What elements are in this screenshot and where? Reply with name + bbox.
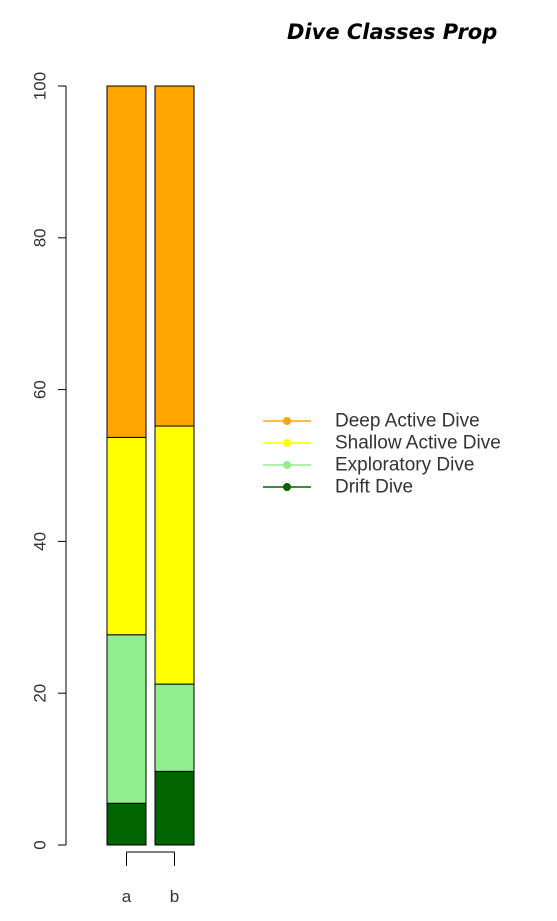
legend-item-drift-dive: Drift Dive xyxy=(263,477,413,498)
legend-marker xyxy=(283,439,291,447)
bar-b-drift-dive xyxy=(154,770,195,846)
bar-b-deep-active-dive xyxy=(154,85,195,427)
legend-label: Drift Dive xyxy=(335,477,413,498)
legend-label: Deep Active Dive xyxy=(335,411,480,432)
x-tick-label: b xyxy=(170,887,179,906)
y-tick-label: 80 xyxy=(31,228,50,247)
y-tick-label: 0 xyxy=(31,840,50,849)
y-tick-label: 60 xyxy=(31,380,50,399)
bars xyxy=(106,85,195,846)
legend-item-shallow-active-dive: Shallow Active Dive xyxy=(263,433,501,454)
bar-b-exploratory-dive xyxy=(154,683,195,772)
x-tick-label: a xyxy=(122,887,132,906)
bar-a-shallow-active-dive xyxy=(106,436,147,636)
legend-label: Exploratory Dive xyxy=(335,455,474,476)
chart-title: Dive Classes Prop xyxy=(287,20,497,44)
bar-a-exploratory-dive xyxy=(106,634,147,804)
legend-marker xyxy=(283,483,291,491)
legend-item-exploratory-dive: Exploratory Dive xyxy=(263,455,474,476)
y-tick-label: 100 xyxy=(31,72,50,100)
legend-label: Shallow Active Dive xyxy=(335,433,501,454)
bar-b-shallow-active-dive xyxy=(154,425,195,685)
legend-marker xyxy=(283,461,291,469)
legend-marker xyxy=(283,417,291,425)
legend-item-deep-active-dive: Deep Active Dive xyxy=(263,411,480,432)
bar-a-deep-active-dive xyxy=(106,85,147,438)
bar-a-drift-dive xyxy=(106,802,147,846)
y-tick-label: 20 xyxy=(31,684,50,703)
y-tick-label: 40 xyxy=(31,532,50,551)
y-axis: 0 20 40 60 80 100 xyxy=(31,72,67,850)
